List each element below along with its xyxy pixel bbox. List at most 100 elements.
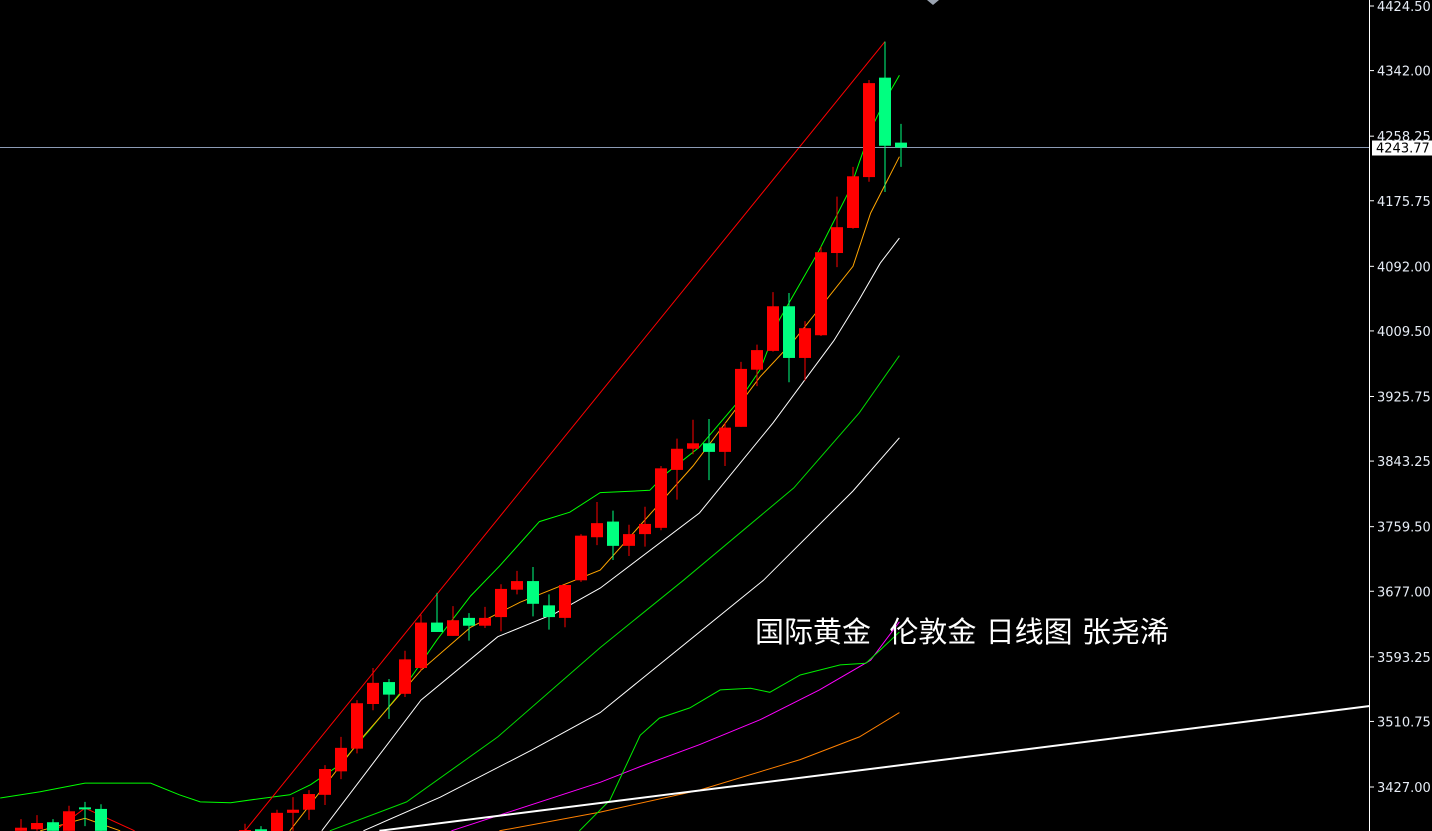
candle-body (15, 827, 27, 831)
indicator-line-0 (0, 75, 900, 804)
candle (623, 524, 635, 557)
candle-body (31, 823, 43, 830)
candle-body (367, 682, 379, 705)
candle (287, 797, 299, 831)
y-tick-label: 3427.00 (1377, 781, 1431, 796)
candle-body (575, 535, 587, 581)
candle (879, 41, 891, 192)
candle (719, 422, 731, 466)
candle-body (383, 682, 395, 695)
y-tick-label: 3510.75 (1377, 715, 1431, 730)
candle-body (719, 427, 731, 452)
y-tick-label: 3677.00 (1377, 585, 1431, 600)
candle-body (47, 822, 59, 831)
candle-body (879, 77, 891, 146)
candle (351, 700, 363, 754)
indicator-lines (0, 41, 1370, 831)
candle (271, 809, 283, 831)
candle (591, 502, 603, 546)
candle (79, 801, 91, 827)
candle-body (623, 534, 635, 546)
candle (895, 123, 907, 167)
candle-body (431, 622, 443, 632)
candle-body (767, 306, 779, 351)
candle-body (655, 468, 667, 528)
candle (431, 592, 443, 632)
candle (495, 584, 507, 632)
candle-body (79, 807, 91, 810)
indicator-line-11 (379, 705, 1370, 831)
candle-body (399, 659, 411, 694)
y-tick-label: 3593.25 (1377, 651, 1431, 666)
candle-body (687, 443, 699, 449)
candle-body (63, 811, 75, 831)
candle-body (559, 584, 571, 618)
candle-body (735, 368, 747, 427)
candle (255, 826, 267, 831)
candle (815, 246, 827, 337)
candle-body (287, 809, 299, 813)
candle-body (751, 350, 763, 370)
candle (447, 606, 459, 636)
candle (607, 510, 619, 560)
candle (95, 804, 107, 831)
indicator-line-8 (579, 631, 900, 831)
candle-body (447, 620, 459, 636)
candle (63, 805, 75, 831)
candle (831, 196, 843, 268)
y-tick-label: 4175.75 (1377, 195, 1431, 210)
candle-body (607, 521, 619, 546)
candle (639, 506, 651, 547)
scroll-marker-icon[interactable] (927, 0, 939, 5)
candle (767, 292, 779, 352)
y-tick-label: 4424.50 (1377, 0, 1431, 15)
candle-body (543, 605, 555, 618)
candle (335, 736, 347, 780)
candle-body (703, 443, 715, 452)
candle (367, 667, 379, 711)
candle-body (351, 703, 363, 749)
candle-body (799, 328, 811, 358)
candle (671, 438, 683, 500)
candle-body (415, 622, 427, 668)
candle (687, 419, 699, 455)
candle-body (639, 523, 651, 535)
candle-body (831, 227, 843, 254)
candle (383, 678, 395, 719)
indicator-line-6 (451, 621, 900, 831)
candle-body (783, 306, 795, 358)
y-tick-label: 4342.00 (1377, 65, 1431, 80)
candle (735, 361, 747, 427)
candle-body (671, 448, 683, 470)
candle-body (271, 812, 283, 831)
candle (415, 614, 427, 671)
candle-body (495, 588, 507, 618)
indicator-line-7 (499, 712, 900, 831)
indicator-line-3 (321, 237, 900, 831)
candle (703, 419, 715, 481)
indicator-line-9 (244, 41, 886, 831)
price-axis[interactable]: 4424.504342.004258.254175.754092.004009.… (1369, 0, 1431, 796)
candle (559, 584, 571, 628)
candle-body (479, 617, 491, 626)
candle (511, 570, 523, 595)
current-price-label: 4243.77 (1376, 142, 1430, 157)
candle (799, 321, 811, 381)
candle (399, 650, 411, 697)
candle (783, 292, 795, 383)
candle-body (847, 176, 859, 228)
candle (527, 566, 539, 617)
candle (15, 819, 27, 831)
candle-body (95, 808, 107, 831)
indicator-line-5 (363, 437, 900, 831)
indicator-line-1 (289, 156, 900, 831)
y-tick-label: 4009.50 (1377, 325, 1431, 340)
candle-body (591, 523, 603, 538)
candle (863, 79, 875, 182)
candle (319, 765, 331, 806)
candle-body (335, 747, 347, 772)
y-tick-label: 3843.25 (1377, 455, 1431, 470)
candle-body (255, 829, 267, 831)
watermark-title: 国际黄金 伦敦金 日线图 张尧浠 (755, 615, 1169, 649)
